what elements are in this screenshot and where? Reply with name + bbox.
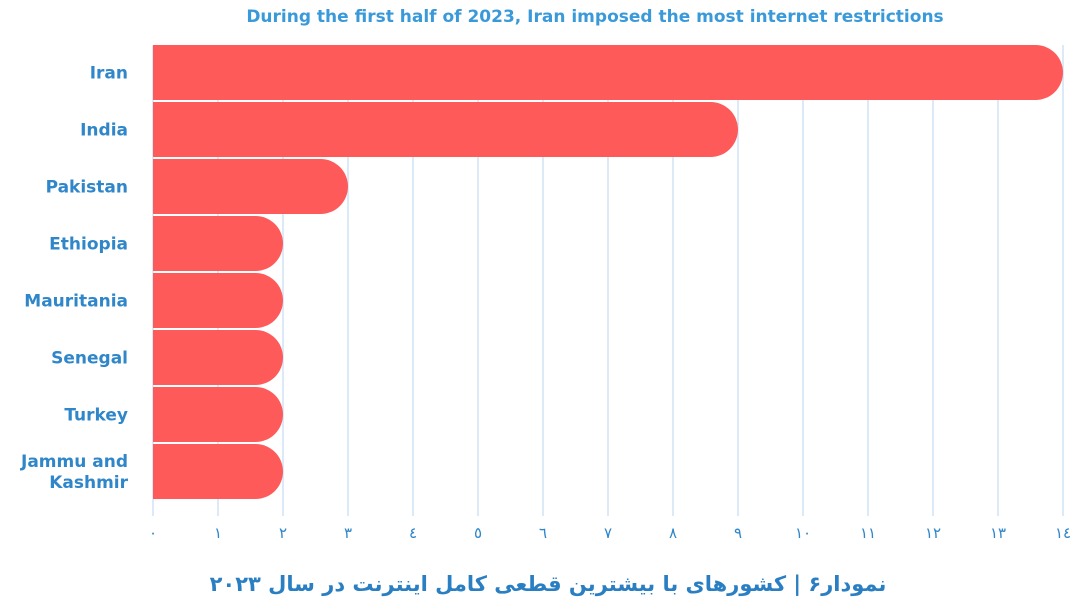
x-tick-label: ١٣ bbox=[990, 524, 1006, 542]
x-tick-label: ٣ bbox=[344, 524, 352, 542]
x-tick-label: ٢ bbox=[279, 524, 287, 542]
x-tick-label: ١٠ bbox=[795, 524, 811, 542]
bar-mauritania bbox=[153, 273, 283, 328]
bar-india bbox=[153, 102, 738, 157]
x-tick-label: ٩ bbox=[734, 524, 742, 542]
category-label: Iran bbox=[90, 64, 128, 84]
bar-senegal bbox=[153, 330, 283, 385]
x-tick-label: ٦ bbox=[539, 524, 547, 542]
x-tick-label: ١١ bbox=[860, 524, 876, 542]
category-label: Pakistan bbox=[46, 178, 128, 198]
chart-caption: نمودار۶ | کشورهای با بیشترین قطعی کامل ا… bbox=[210, 572, 887, 597]
x-tick-label: ٨ bbox=[669, 524, 677, 542]
x-tick-label: ٤ bbox=[409, 524, 417, 542]
bar-pakistan bbox=[153, 159, 348, 214]
category-label: Senegal bbox=[51, 349, 128, 369]
category-label: Jammu and Kashmir bbox=[20, 452, 129, 493]
category-labels: Iran India Pakistan Ethiopia Mauritania Seneg… bbox=[20, 64, 129, 494]
x-tick-label: ١ bbox=[214, 524, 222, 542]
x-tick-labels: ٠ ١ ٢ ٣ ٤ ٥ ٦ ٧ ٨ ٩ ١٠ ١١ ١٢ ١٣ ١٤ bbox=[149, 524, 1071, 542]
bars bbox=[153, 45, 1063, 499]
bar-iran bbox=[153, 45, 1063, 100]
category-label: Ethiopia bbox=[49, 235, 128, 255]
chart-title: During the first half of 2023, Iran impo… bbox=[246, 7, 943, 27]
x-tick-label: ١٢ bbox=[925, 524, 941, 542]
x-tick-label: ٠ bbox=[149, 524, 157, 542]
bar-ethiopia bbox=[153, 216, 283, 271]
category-label: India bbox=[80, 121, 128, 141]
x-tick-label: ٧ bbox=[604, 524, 612, 542]
x-tick-label: ١٤ bbox=[1055, 524, 1071, 542]
bar-turkey bbox=[153, 387, 283, 442]
x-tick-label: ٥ bbox=[474, 524, 482, 542]
bar-jammu-and-kashmir bbox=[153, 444, 283, 499]
category-label: Mauritania bbox=[24, 292, 128, 312]
category-label: Turkey bbox=[64, 406, 128, 426]
